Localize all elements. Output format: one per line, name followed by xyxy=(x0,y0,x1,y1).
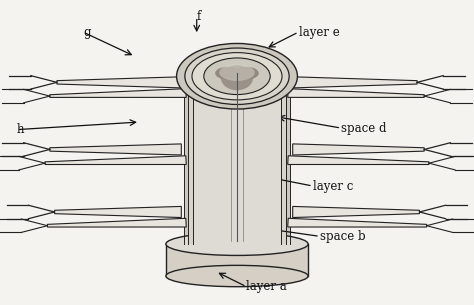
Ellipse shape xyxy=(215,67,240,80)
Text: layer e: layer e xyxy=(299,26,339,38)
Polygon shape xyxy=(288,89,424,97)
Text: layer a: layer a xyxy=(246,280,287,293)
Ellipse shape xyxy=(234,67,259,80)
Polygon shape xyxy=(45,156,186,164)
Bar xyxy=(189,70,285,244)
Ellipse shape xyxy=(185,48,289,104)
Text: space d: space d xyxy=(341,122,387,135)
Ellipse shape xyxy=(166,265,308,287)
Polygon shape xyxy=(288,218,427,227)
Polygon shape xyxy=(293,77,417,88)
Text: f: f xyxy=(197,10,201,23)
Text: layer c: layer c xyxy=(313,180,353,192)
Polygon shape xyxy=(288,156,429,164)
Polygon shape xyxy=(293,206,419,217)
Polygon shape xyxy=(57,77,181,88)
Polygon shape xyxy=(47,218,186,227)
Bar xyxy=(166,244,308,276)
Text: space b: space b xyxy=(320,230,365,243)
Text: h: h xyxy=(17,123,24,136)
Polygon shape xyxy=(55,206,181,217)
Ellipse shape xyxy=(219,64,255,81)
Bar xyxy=(184,70,290,244)
Polygon shape xyxy=(50,89,186,97)
Ellipse shape xyxy=(192,52,282,100)
Polygon shape xyxy=(50,144,181,155)
Text: g: g xyxy=(83,26,91,38)
Bar xyxy=(193,70,281,244)
Polygon shape xyxy=(293,144,424,155)
Ellipse shape xyxy=(166,232,308,256)
Ellipse shape xyxy=(204,58,270,95)
Ellipse shape xyxy=(176,43,298,109)
Ellipse shape xyxy=(221,65,253,90)
